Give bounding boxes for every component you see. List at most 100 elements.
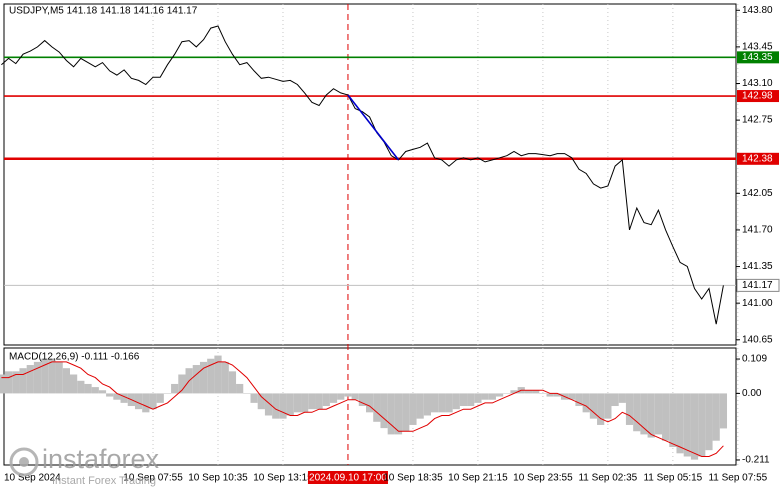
y-tick-label: 141.70 bbox=[742, 225, 773, 236]
macd-bar bbox=[423, 393, 431, 416]
macd-bar bbox=[250, 393, 258, 403]
y-tick-label: 141.00 bbox=[742, 298, 773, 309]
macd-bar bbox=[495, 393, 504, 397]
macd-bar bbox=[698, 393, 706, 457]
macd-bar bbox=[236, 383, 244, 394]
level-label: 143.35 bbox=[742, 52, 773, 63]
macd-bar bbox=[445, 393, 453, 413]
macd-bar bbox=[207, 358, 215, 394]
y-tick-label: 143.10 bbox=[742, 78, 773, 89]
trendline bbox=[347, 94, 400, 161]
macd-bar bbox=[351, 393, 359, 400]
macd-bar bbox=[676, 393, 684, 454]
macd-bar bbox=[532, 390, 540, 394]
macd-bar bbox=[669, 393, 677, 448]
macd-bar bbox=[524, 390, 533, 394]
y-tick-label: -0.211 bbox=[742, 455, 770, 466]
macd-bar bbox=[568, 393, 576, 400]
x-tick-label: 10 Sep 07:55 bbox=[123, 473, 183, 484]
y-tick-label: 0.109 bbox=[742, 354, 767, 365]
macd-bar bbox=[589, 393, 598, 419]
macd-bar bbox=[654, 393, 663, 435]
macd-bar bbox=[308, 393, 316, 410]
macd-bar bbox=[662, 393, 670, 441]
macd-bar bbox=[394, 393, 403, 435]
macd-bar bbox=[452, 393, 460, 410]
macd-bar bbox=[402, 393, 410, 432]
macd-bar bbox=[604, 393, 612, 419]
macd-bar bbox=[380, 393, 388, 429]
macd-bar bbox=[503, 393, 511, 394]
level-label: 142.98 bbox=[742, 91, 773, 102]
x-tick-label: 10 Sep 10:35 bbox=[188, 473, 248, 484]
macd-bar bbox=[106, 393, 114, 397]
macd-bar bbox=[163, 393, 172, 394]
x-label-highlight bbox=[307, 471, 388, 484]
macd-bar bbox=[149, 393, 157, 410]
price-panel bbox=[3, 3, 737, 346]
macd-bar bbox=[597, 393, 605, 425]
macd-bar bbox=[142, 393, 150, 413]
macd-bar bbox=[91, 387, 99, 394]
macd-bar bbox=[272, 393, 280, 419]
macd-bar bbox=[647, 393, 655, 438]
macd-bar bbox=[214, 355, 222, 394]
x-tick-label: 10 Sep 18:35 bbox=[383, 473, 443, 484]
macd-bar bbox=[62, 368, 70, 394]
x-tick-label: 11 Sep 05:15 bbox=[643, 473, 702, 484]
macd-bar bbox=[221, 361, 229, 394]
macd-bar bbox=[366, 393, 374, 413]
macd-bar bbox=[553, 393, 561, 397]
macd-bar bbox=[337, 393, 345, 400]
macd-bar bbox=[575, 393, 583, 407]
plot-layer: 10 Sep 2024 10 Sep 07:55 10 Sep 10:35 10 Se… bbox=[0, 4, 780, 484]
macd-bar bbox=[582, 393, 590, 413]
macd-bar bbox=[113, 393, 121, 400]
macd-bar bbox=[546, 393, 554, 397]
macd-bar bbox=[286, 393, 294, 416]
macd-bar bbox=[488, 393, 496, 400]
macd-bar bbox=[618, 393, 626, 403]
macd-bar bbox=[459, 393, 468, 407]
macd-bar bbox=[719, 393, 728, 429]
macd-bar bbox=[178, 374, 186, 394]
macd-bar bbox=[510, 390, 518, 394]
macd-bar bbox=[48, 358, 56, 394]
logo: instaforex Instant Forex Trading bbox=[9, 444, 160, 487]
macd-bar bbox=[301, 393, 309, 413]
macd-bar bbox=[156, 393, 164, 403]
macd-bar bbox=[705, 393, 713, 451]
macd-bar bbox=[69, 374, 78, 394]
macd-bar bbox=[329, 393, 338, 403]
macd-bar bbox=[26, 365, 34, 394]
macd-bar bbox=[683, 393, 691, 457]
macd-bar bbox=[690, 393, 699, 460]
macd-bar bbox=[315, 393, 323, 410]
y-tick-label: 142.05 bbox=[742, 188, 773, 199]
price-line bbox=[1, 25, 724, 325]
macd-bar bbox=[12, 371, 20, 394]
macd-bar bbox=[358, 393, 367, 407]
y-tick-label: 140.65 bbox=[742, 334, 773, 345]
x-tick-label: 11 Sep 02:35 bbox=[578, 473, 637, 484]
macd-bar bbox=[438, 393, 446, 413]
macd-bar bbox=[387, 393, 395, 435]
macd-bar bbox=[84, 383, 92, 394]
x-tick-label: 10 Sep 13:15 bbox=[253, 473, 313, 484]
macd-bar bbox=[481, 393, 489, 400]
level-label-bg bbox=[737, 51, 779, 64]
macd-title: MACD(12,26,9) -0.111 -0.166 bbox=[9, 352, 140, 363]
macd-bar bbox=[41, 358, 49, 394]
macd-bar bbox=[279, 393, 287, 419]
macd-bar bbox=[120, 393, 128, 403]
last-price-label: 141.17 bbox=[742, 280, 773, 291]
x-tick-label: 10 Sep 2024 bbox=[4, 473, 61, 484]
macd-bar bbox=[293, 393, 302, 413]
macd-bar bbox=[171, 383, 179, 394]
price-title: USDJPY,M5 141.18 141.18 141.16 141.17 bbox=[9, 6, 198, 17]
logo-name: instaforex bbox=[42, 444, 160, 474]
macd-bar bbox=[257, 393, 265, 410]
y-tick-label: 0.00 bbox=[742, 388, 762, 399]
x-tick-label: 11 Sep 07:55 bbox=[708, 473, 767, 484]
